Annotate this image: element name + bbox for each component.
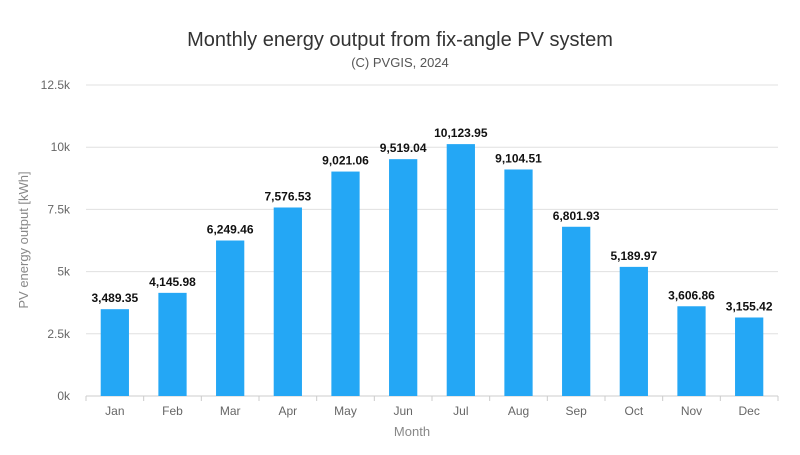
y-tick-label: 10k [51, 140, 71, 154]
bar-may[interactable] [331, 171, 360, 396]
x-tick-label: Oct [624, 404, 643, 418]
bar-mar[interactable] [216, 240, 245, 396]
x-tick-label: Nov [681, 404, 702, 418]
bar-apr[interactable] [273, 207, 302, 396]
data-labels: 3,489.35 4,145.98 6,249.46 7,576.53 9,021.06… [91, 126, 772, 313]
bar-dec[interactable] [735, 317, 764, 396]
x-tick-label: Aug [508, 404, 529, 418]
x-tick-label: Jun [393, 404, 412, 418]
bar-oct[interactable] [619, 266, 648, 396]
data-label-nov: 3,606.86 [668, 288, 715, 302]
bar-nov[interactable] [677, 306, 706, 396]
x-tick-label: Jul [453, 404, 468, 418]
data-label-dec: 3,155.42 [726, 299, 773, 313]
bar-feb[interactable] [158, 292, 187, 396]
data-label-mar: 6,249.46 [207, 223, 254, 237]
bar-aug[interactable] [504, 169, 533, 396]
x-tick-label: Apr [278, 404, 297, 418]
x-tick-label: Feb [162, 404, 183, 418]
bar-jan[interactable] [100, 309, 129, 396]
y-axis-label: PV energy output [kWh] [16, 171, 31, 308]
data-label-jun: 9,519.04 [380, 141, 427, 155]
data-label-apr: 7,576.53 [264, 189, 311, 203]
x-tick-label: Dec [738, 404, 759, 418]
bars [100, 144, 764, 396]
x-tick-label: Mar [220, 404, 241, 418]
bar-sep[interactable] [562, 226, 591, 396]
data-label-aug: 9,104.51 [495, 151, 542, 165]
chart-title: Monthly energy output from fix-angle PV … [187, 29, 613, 51]
data-label-may: 9,021.06 [322, 154, 369, 168]
bar-jun[interactable] [389, 159, 418, 396]
bar-jul[interactable] [446, 144, 475, 396]
data-label-jul: 10,123.95 [434, 126, 488, 140]
data-label-oct: 5,189.97 [610, 249, 657, 263]
x-tick-label: Sep [565, 404, 587, 418]
y-axis-ticks: 0k 2.5k 5k 7.5k 10k 12.5k [41, 78, 71, 403]
x-axis-label: Month [394, 424, 430, 439]
y-tick-label: 7.5k [47, 202, 71, 216]
y-tick-label: 2.5k [47, 327, 71, 341]
grid-lines [86, 84, 778, 397]
y-tick-label: 0k [57, 389, 71, 403]
data-label-sep: 6,801.93 [553, 209, 600, 223]
chart-subtitle: (C) PVGIS, 2024 [351, 55, 449, 70]
data-label-feb: 4,145.98 [149, 275, 196, 289]
x-tick-label: May [334, 404, 357, 418]
y-tick-label: 5k [57, 265, 71, 279]
x-axis-ticks: Jan Feb Mar Apr May Jun Jul Aug Sep Oct Nov Dec [85, 396, 779, 418]
y-tick-label: 12.5k [41, 78, 71, 92]
data-label-jan: 3,489.35 [91, 291, 138, 305]
x-tick-label: Jan [105, 404, 124, 418]
